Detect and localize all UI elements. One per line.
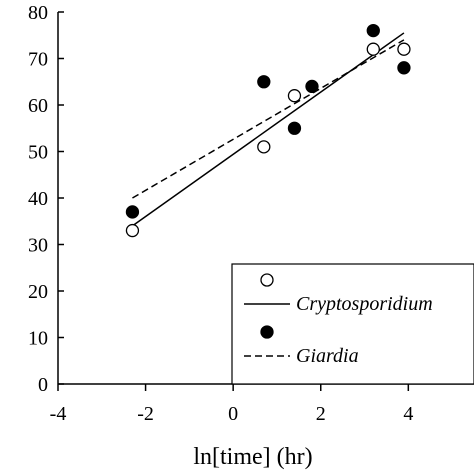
x-axis-title: ln[time] (hr) xyxy=(193,444,312,470)
data-point-cryptosporidium xyxy=(287,89,302,103)
legend-marker-giardia xyxy=(260,325,274,339)
y-tick-label: 50 xyxy=(28,142,48,164)
data-point-cryptosporidium xyxy=(125,223,140,238)
legend-marker-cryptosporidium xyxy=(260,273,274,287)
x-tick-label: 0 xyxy=(228,403,238,425)
fit-line-cryptosporidium xyxy=(132,32,405,227)
y-tick-label: 70 xyxy=(28,49,48,71)
y-tick-label: 80 xyxy=(28,2,48,24)
legend-box xyxy=(231,263,474,385)
data-point-giardia xyxy=(287,121,302,135)
x-tick-label: -2 xyxy=(137,403,154,425)
x-tick-label: -4 xyxy=(50,403,67,425)
data-point-giardia xyxy=(305,79,319,94)
data-point-giardia xyxy=(366,23,380,38)
x-tick-label: 4 xyxy=(403,403,413,425)
data-point-cryptosporidium xyxy=(366,42,380,56)
y-tick-label: 30 xyxy=(28,235,48,257)
data-point-cryptosporidium xyxy=(397,42,411,56)
data-point-giardia xyxy=(397,61,411,75)
legend: Cryptosporidium Giardia xyxy=(231,263,474,385)
y-tick-label: 10 xyxy=(28,328,48,350)
legend-label-cryptosporidium: Cryptosporidium xyxy=(296,293,433,315)
y-tick-label: 20 xyxy=(28,281,48,303)
fit-line-giardia xyxy=(132,39,405,199)
data-point-cryptosporidium xyxy=(257,140,271,154)
data-points xyxy=(125,23,411,238)
fit-lines xyxy=(132,32,405,227)
x-tick-label: 2 xyxy=(316,403,326,425)
data-point-giardia xyxy=(125,205,140,219)
y-tick-label: 40 xyxy=(28,188,48,210)
data-point-giardia xyxy=(257,75,271,89)
y-tick-label: 0 xyxy=(38,374,48,396)
legend-label-giardia: Giardia xyxy=(296,345,359,367)
y-tick-label: 60 xyxy=(28,95,48,117)
axes: 0 10 20 30 40 50 60 70 80 -4 -2 0 2 4 xyxy=(28,2,474,425)
